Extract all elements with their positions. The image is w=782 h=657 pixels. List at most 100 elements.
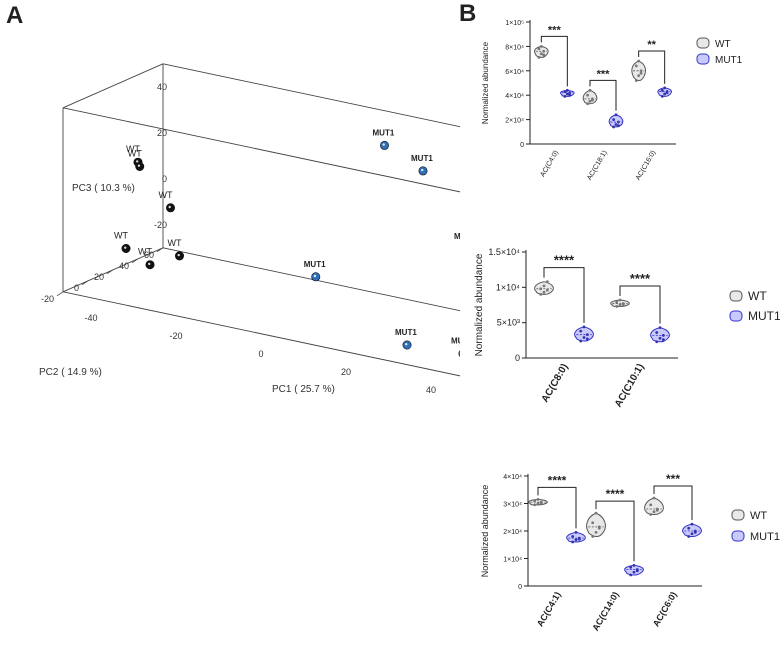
significance-bracket — [540, 35, 568, 87]
wt-point: WT — [138, 247, 155, 270]
x-tick-label: AC(C16:0) — [635, 150, 658, 182]
legend-mut1-label: MUT1 — [715, 55, 743, 66]
panel-letter-b: B — [459, 0, 477, 27]
mut1-data-point — [612, 118, 615, 121]
y-tick-label: 1×10⁴ — [503, 557, 522, 564]
y-tick-label: 2×10⁴ — [505, 118, 524, 125]
legend-wt-label: WT — [750, 510, 767, 522]
wt-data-point — [591, 98, 594, 102]
mut1-point: MUT1 — [451, 337, 460, 357]
x-tick-label: AC(C4:0) — [539, 150, 560, 179]
significance-bracket — [595, 500, 635, 562]
pca-box-edge — [62, 107, 460, 193]
significance-stars: ** — [647, 39, 656, 51]
wt-data-point — [586, 102, 589, 106]
mut1-data-point — [574, 538, 578, 542]
pca3-tick-label: 20 — [157, 128, 167, 138]
significance-bracket — [589, 79, 617, 111]
wt-data-point — [649, 503, 653, 507]
mut1-data-point — [565, 88, 569, 92]
mut1-data-point — [582, 325, 586, 329]
wt-data-point — [649, 513, 653, 516]
wt-data-point — [537, 55, 541, 59]
mut1-data-point — [585, 337, 589, 341]
wt-data-point — [542, 290, 546, 294]
significance-stars: **** — [548, 473, 567, 487]
wt-point-label: WT — [159, 190, 173, 200]
wt-violin — [586, 512, 606, 538]
mut1-data-point — [617, 120, 620, 124]
legend-mut1-label: MUT1 — [750, 531, 780, 543]
wt-data-point — [588, 99, 592, 103]
y-tick-label: 1.5×10⁴ — [488, 247, 520, 257]
mut1-point: MUT1 — [395, 328, 417, 350]
mut1-data-point — [585, 333, 589, 337]
wt-data-point — [588, 88, 592, 92]
wt-data-point — [594, 530, 598, 534]
y-tick-label: 0 — [520, 142, 524, 149]
mut1-data-point — [663, 92, 667, 96]
pca2-tick-mark — [131, 258, 139, 264]
wt-data-point — [597, 525, 601, 529]
wt-data-point — [639, 69, 643, 73]
mut1-data-point — [655, 331, 659, 334]
y-tick-label: 0 — [515, 353, 520, 363]
mut1-data-point — [660, 88, 664, 92]
panel-letter-a: A — [6, 2, 24, 29]
pca1-tick-label: 20 — [341, 367, 351, 377]
mut1-data-point — [629, 565, 633, 569]
pca1-tick-label: -20 — [169, 331, 182, 341]
legend-mut1-swatch — [731, 530, 745, 542]
legend-mut1-label: MUT1 — [748, 309, 780, 323]
mut1-data-point — [663, 86, 667, 90]
y-tick-label: 1×10⁵ — [505, 20, 524, 27]
mut1-data-point — [577, 537, 581, 541]
mut1-data-point — [693, 530, 697, 534]
wt-data-point — [639, 71, 643, 75]
legend-wt-swatch — [729, 290, 743, 302]
pca-box-frame — [62, 63, 460, 377]
wt-point: WT — [128, 149, 145, 172]
wt-data-point — [586, 93, 589, 97]
mut1-data-point — [690, 532, 694, 536]
wt-data-point — [615, 305, 619, 308]
wt-data-point — [545, 288, 549, 292]
violin-chart-middle: Normalized abundance 0 5×10³ 1×10⁴ 1.5×10⁴ **… — [474, 247, 780, 409]
mut1-data-point — [617, 124, 620, 128]
pca1-tick-label: 40 — [426, 385, 436, 395]
wt-data-point — [652, 496, 656, 500]
pca1-tick-label: -40 — [84, 313, 97, 323]
wt-point-label: WT — [168, 238, 182, 248]
mut1-data-point — [690, 522, 694, 526]
mut1-data-point — [571, 540, 575, 544]
wt-data-point — [618, 303, 622, 307]
y-axis-label: Normalized abundance — [481, 41, 490, 124]
wt-data-point — [591, 521, 595, 525]
y-tick-label: 0 — [518, 584, 522, 591]
y-tick-label: 6×10⁴ — [505, 69, 524, 76]
mut1-point: MUT1 — [454, 232, 460, 241]
pca-box-edge — [162, 247, 460, 312]
wt-data-point — [539, 501, 543, 505]
mut1-violin — [624, 564, 644, 576]
pca1-axis-label: PC1 ( 25.7 %) — [272, 384, 335, 395]
pca1-tick-label: 0 — [258, 349, 263, 359]
wt-data-point — [637, 74, 641, 78]
legend-wt-swatch — [696, 37, 710, 49]
pca2-axis-label: PC2 ( 14.9 %) — [39, 367, 102, 378]
wt-data-point — [533, 503, 537, 507]
wt-data-point — [618, 298, 622, 302]
mut1-point-label: MUT1 — [411, 154, 433, 163]
pca2-tick-mark — [81, 280, 89, 286]
x-tick-label: AC(C14:0) — [590, 590, 620, 633]
mut1-data-point — [579, 329, 583, 333]
pca-box-edge — [162, 63, 460, 128]
significance-stars: *** — [597, 68, 611, 80]
legend-wt-label: WT — [748, 289, 767, 303]
pca2-tick-label: 60 — [144, 250, 154, 260]
wt-point: WT — [168, 238, 185, 261]
mut1-data-point — [574, 530, 578, 534]
y-tick-label: 2×10⁴ — [503, 529, 522, 536]
mut1-point-label: MUT1 — [373, 128, 395, 137]
wt-point-label: WT — [114, 231, 128, 241]
